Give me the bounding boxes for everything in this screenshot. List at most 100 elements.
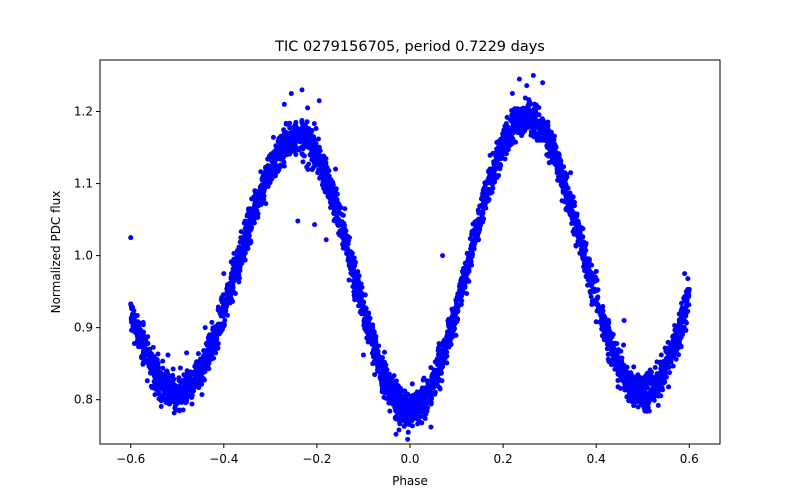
data-point — [375, 350, 381, 356]
data-point — [140, 349, 146, 355]
data-point — [428, 399, 434, 405]
x-tick-label: 0.0 — [400, 452, 419, 466]
data-point — [655, 402, 661, 408]
data-point — [486, 196, 492, 202]
data-point — [545, 126, 551, 132]
data-point — [232, 256, 238, 262]
data-point — [415, 421, 421, 427]
data-point — [670, 363, 676, 369]
data-point — [668, 359, 674, 365]
y-axis-label: Normalized PDC flux — [49, 191, 63, 314]
data-point — [209, 355, 215, 361]
data-point — [206, 366, 212, 372]
data-point — [275, 164, 281, 170]
data-point — [277, 144, 283, 150]
data-point — [638, 400, 644, 406]
data-point — [643, 404, 649, 410]
x-tick-label: −0.2 — [302, 452, 331, 466]
data-point — [626, 371, 632, 377]
data-point — [418, 388, 424, 394]
data-point — [281, 101, 287, 107]
data-point — [346, 251, 352, 257]
data-point — [160, 358, 166, 364]
data-point — [403, 393, 409, 399]
x-tick-label: −0.6 — [116, 452, 145, 466]
data-point — [615, 364, 621, 370]
data-point — [161, 382, 167, 388]
data-point — [312, 161, 318, 167]
data-point — [422, 416, 428, 422]
data-point — [625, 393, 631, 399]
data-point — [301, 153, 307, 159]
data-point — [377, 375, 383, 381]
data-point — [160, 365, 166, 371]
data-point — [281, 139, 287, 145]
data-point — [681, 324, 687, 330]
data-point — [614, 350, 620, 356]
data-point — [666, 384, 672, 390]
data-point — [611, 345, 617, 351]
data-point — [615, 377, 621, 383]
data-point — [142, 334, 148, 340]
data-point — [475, 232, 481, 238]
data-point — [206, 350, 212, 356]
data-point — [304, 139, 310, 145]
data-point — [353, 283, 359, 289]
data-point — [513, 108, 519, 114]
data-point — [583, 258, 589, 264]
data-point — [317, 175, 323, 181]
data-point — [531, 106, 537, 112]
data-point — [331, 210, 337, 216]
data-point — [588, 294, 594, 300]
data-point — [355, 269, 361, 275]
data-point — [444, 337, 450, 343]
data-point — [209, 319, 215, 325]
data-point — [405, 429, 411, 435]
data-point — [478, 222, 484, 228]
data-point — [615, 371, 621, 377]
data-point — [136, 342, 142, 348]
x-tick-label: 0.2 — [494, 452, 513, 466]
data-point — [500, 131, 506, 137]
data-point — [370, 361, 376, 367]
data-point — [540, 80, 546, 86]
data-point — [590, 289, 596, 295]
data-point — [249, 215, 255, 221]
data-point — [481, 185, 487, 191]
data-point — [137, 332, 143, 338]
data-point — [255, 211, 261, 217]
data-point — [544, 143, 550, 149]
data-point — [224, 312, 230, 318]
data-point — [428, 396, 434, 402]
y-tick-label: 0.8 — [74, 393, 93, 407]
data-point — [619, 355, 625, 361]
data-point — [237, 254, 243, 260]
data-point — [218, 329, 224, 335]
data-point — [480, 191, 486, 197]
data-point — [129, 306, 135, 312]
data-point — [226, 287, 232, 293]
data-point — [447, 330, 453, 336]
data-point — [397, 421, 403, 427]
data-points — [128, 72, 692, 442]
data-point — [299, 119, 305, 125]
data-point — [426, 390, 432, 396]
data-point — [214, 333, 220, 339]
data-point — [401, 407, 407, 413]
data-point — [662, 345, 668, 351]
y-axis: 0.8 0.9 1.0 1.1 1.2 — [74, 105, 100, 407]
data-point — [164, 379, 170, 384]
data-point — [436, 356, 442, 362]
data-point — [318, 158, 324, 164]
data-point — [242, 225, 248, 231]
data-point — [395, 404, 401, 410]
data-point — [363, 310, 369, 316]
data-point — [306, 126, 312, 131]
data-point — [436, 345, 442, 351]
data-point — [575, 221, 581, 227]
data-point — [419, 404, 425, 410]
data-point — [346, 263, 352, 269]
data-point — [362, 316, 368, 322]
data-point — [545, 137, 551, 143]
data-point — [300, 159, 306, 165]
